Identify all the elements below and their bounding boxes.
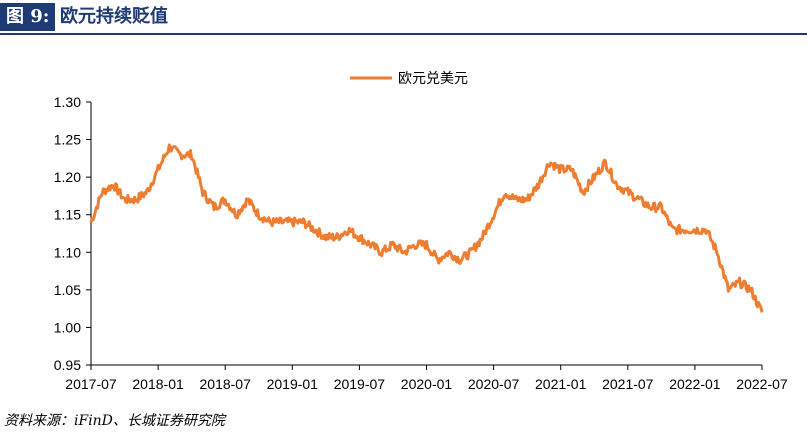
figure-title: 欧元持续贬值	[60, 6, 168, 27]
figure-header: 图 9: 欧元持续贬值	[0, 0, 807, 36]
x-tick-label: 2017-07	[65, 376, 117, 392]
x-tick-label: 2019-07	[334, 376, 386, 392]
y-tick-label: 1.05	[54, 282, 81, 298]
x-tick-label: 2019-01	[267, 376, 319, 392]
x-tick-label: 2022-07	[736, 376, 788, 392]
x-tick-label: 2021-07	[602, 376, 654, 392]
y-tick-label: 1.25	[54, 132, 81, 148]
y-tick-label: 1.30	[54, 94, 81, 110]
y-tick-label: 1.10	[54, 244, 81, 260]
y-tick-label: 1.20	[54, 169, 81, 185]
x-tick-label: 2020-01	[401, 376, 453, 392]
x-tick-label: 2018-07	[200, 376, 252, 392]
legend-label: 欧元兑美元	[398, 71, 468, 87]
line-chart: 0.95 1.00 1.05 1.10 1.15 1.20 1.25 1.30 2017-07 2…	[54, 71, 788, 392]
x-tick-label: 2022-01	[669, 376, 721, 392]
y-tick-label: 1.00	[54, 319, 81, 335]
header-rule	[0, 33, 807, 35]
source-note: 资料来源：iFinD、长城证券研究院	[4, 413, 225, 429]
y-tick-label: 0.95	[54, 357, 81, 373]
series-line	[89, 143, 764, 313]
figure-label: 图 9:	[0, 3, 56, 31]
x-tick-label: 2018-01	[132, 376, 184, 392]
y-tick-label: 1.15	[54, 207, 81, 223]
x-tick-label: 2020-07	[468, 376, 520, 392]
x-tick-label: 2021-01	[535, 376, 587, 392]
